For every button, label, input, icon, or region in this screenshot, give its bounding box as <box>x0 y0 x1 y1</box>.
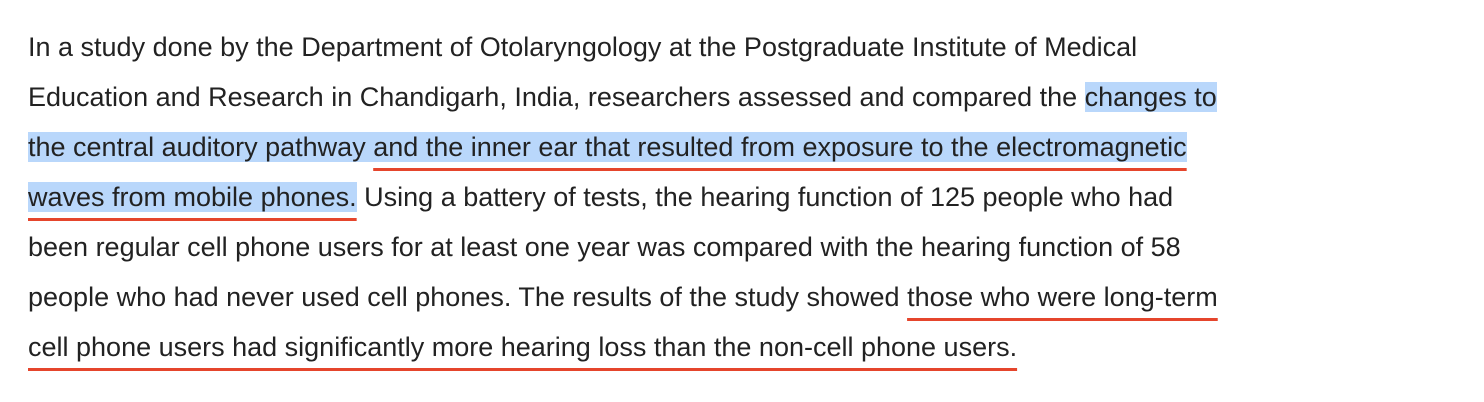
text-line: people who had never used cell phones. T… <box>28 272 1218 322</box>
underlined-text: those who were long-term <box>907 282 1218 312</box>
text: been regular cell phone users for at lea… <box>28 232 1181 262</box>
text: In a study done by the Department of Oto… <box>28 32 1138 62</box>
text-line: Education and Research in Chandigarh, In… <box>28 72 1218 122</box>
underlined-text: and the inner ear that resulted from exp… <box>373 132 1187 162</box>
highlighted-text: changes to <box>1084 82 1217 112</box>
underlined-text: cell phone users had significantly more … <box>28 332 1018 362</box>
highlighted-text: the central auditory pathway <box>28 132 374 162</box>
text-line: cell phone users had significantly more … <box>28 322 1218 372</box>
text-line: waves from mobile phones. Using a batter… <box>28 172 1218 222</box>
text: Education and Research in Chandigarh, In… <box>28 82 1085 112</box>
paragraph: In a study done by the Department of Oto… <box>28 22 1218 372</box>
text: people who had never used cell phones. T… <box>28 282 908 312</box>
text-line: the central auditory pathway and the inn… <box>28 122 1218 172</box>
underlined-text: waves from mobile phones. <box>28 182 357 212</box>
text-line: been regular cell phone users for at lea… <box>28 222 1218 272</box>
text: Using a battery of tests, the hearing fu… <box>356 182 1174 212</box>
text-line: In a study done by the Department of Oto… <box>28 22 1218 72</box>
